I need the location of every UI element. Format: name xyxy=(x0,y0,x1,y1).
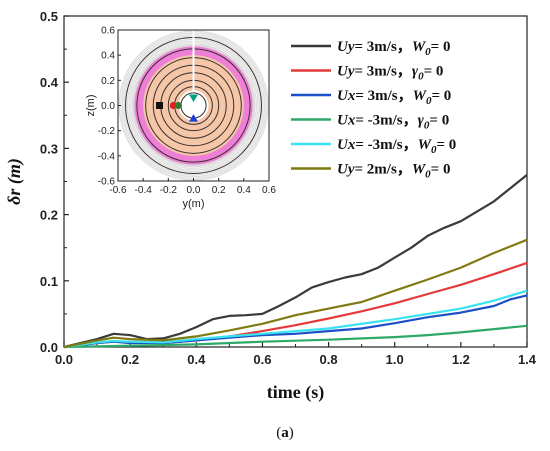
y-axis-title: δr (m) xyxy=(4,158,25,205)
series-line-4 xyxy=(63,324,528,349)
inset-y-tick-label: 0.0 xyxy=(101,101,115,112)
inset-y-tick-label: 0.6 xyxy=(101,26,115,37)
legend-param: W xyxy=(412,39,427,55)
inset-y-tick-label: 0.2 xyxy=(101,76,115,87)
legend-var: Ux xyxy=(337,113,356,129)
y-tick-label: 0.5 xyxy=(40,9,58,24)
legend-sub: 0 xyxy=(431,144,437,156)
inset-tick-marks xyxy=(117,29,270,182)
main-series-group xyxy=(63,174,528,349)
y-tick-label: 0.3 xyxy=(40,141,58,156)
x-tick-label: 0.2 xyxy=(121,352,139,367)
legend-tail: = 0 xyxy=(436,137,456,153)
inset-rings xyxy=(118,30,269,181)
inset-chart: -0.6 -0.4 -0.2 0.0 0.2 0.4 0.6 -0.6 -0.4 -0.2 0.0… xyxy=(85,26,276,211)
ring-core-zone xyxy=(178,90,209,121)
inset-x-tick-label: 0.0 xyxy=(187,185,201,196)
inset-y-tick-label: 0.4 xyxy=(101,51,115,62)
legend-tail: = 0 xyxy=(432,88,452,104)
legend-sub: 0 xyxy=(425,169,431,181)
legend-entry-2: Uy= 3m/s，γ0= 0 xyxy=(337,64,443,83)
legend-entry-3: Ux= 3m/s，W0= 0 xyxy=(337,88,451,107)
inset-point-2 xyxy=(169,101,177,110)
legend-sub: 0 xyxy=(426,95,432,107)
x-tick-label: 0.4 xyxy=(187,352,206,367)
y-tick-label: 0.4 xyxy=(40,75,59,90)
legend-entry-1: Uy= 3m/s，W0= 0 xyxy=(337,39,450,58)
caption-open: ( xyxy=(276,425,281,441)
inset-x-tick-label: 0.4 xyxy=(237,185,251,196)
main-x-tick-labels: 0.0 0.2 0.4 0.6 0.8 1.0 1.2 1.4 xyxy=(55,352,537,367)
caption-letter: a xyxy=(281,425,289,441)
y-tick-label: 0.2 xyxy=(40,208,58,223)
legend-value: = -3m/s， xyxy=(355,113,417,129)
legend-var: Ux xyxy=(337,88,356,104)
inset-point-4 xyxy=(189,94,198,102)
y-tick-label: 0.0 xyxy=(40,340,58,355)
legend-var: Uy xyxy=(337,64,355,80)
legend-tail: = 0 xyxy=(431,162,451,178)
inset-y-axis-title: z(m) xyxy=(85,95,97,117)
legend-param: W xyxy=(413,88,428,104)
legend-value: = 3m/s， xyxy=(355,39,412,55)
legend-value: = 3m/s， xyxy=(355,88,412,104)
x-tick-label: 1.4 xyxy=(518,352,537,367)
inset-x-axis-title: y(m) xyxy=(183,198,205,210)
y-tick-label: 0.1 xyxy=(40,274,58,289)
legend-tail: = 0 xyxy=(429,113,449,129)
inset-point-5 xyxy=(189,114,198,122)
x-tick-label: 0.6 xyxy=(253,352,271,367)
legend-var: Uy xyxy=(337,39,355,55)
inset-x-tick-label: -0.6 xyxy=(109,185,127,196)
legend-sub: 0 xyxy=(424,120,430,132)
inset-x-tick-label: 0.2 xyxy=(212,185,226,196)
legend-var: Ux xyxy=(337,137,356,153)
legend-param: γ xyxy=(418,113,425,129)
legend-tail: = 0 xyxy=(431,39,451,55)
legend-param: W xyxy=(418,137,433,153)
legend-value: = 3m/s， xyxy=(355,64,412,80)
inset-x-tick-label: -0.4 xyxy=(135,185,153,196)
legend-param: γ xyxy=(412,64,419,80)
legend-value: = 2m/s， xyxy=(355,162,412,178)
inset-y-tick-labels: -0.6 -0.4 -0.2 0.0 0.2 0.4 0.6 xyxy=(98,26,116,188)
x-tick-label: 0.0 xyxy=(55,352,73,367)
caption-close: ) xyxy=(289,425,294,441)
series-line-5 xyxy=(63,289,528,349)
legend-value: = -3m/s， xyxy=(355,137,417,153)
x-tick-label: 1.0 xyxy=(386,352,404,367)
series-line-6 xyxy=(63,238,528,349)
legend-entry-4: Ux= -3m/s，γ0= 0 xyxy=(337,113,449,132)
inset-point-3 xyxy=(174,101,182,110)
legend-entry-5: Ux= -3m/s，W0= 0 xyxy=(337,137,456,156)
inset-point-1 xyxy=(156,102,164,109)
inset-y-tick-label: -0.6 xyxy=(98,177,116,188)
legend: Uy= 3m/s，W0= 0Uy= 3m/s，γ0= 0Ux= 3m/s，W0=… xyxy=(291,39,456,181)
main-chart: 0.0 0.2 0.4 0.6 0.8 1.0 1.2 1.4 0.0 0.1 0.2 0.3 0.4… xyxy=(4,9,537,403)
inset-x-tick-label: -0.2 xyxy=(160,185,178,196)
inset-x-tick-labels: -0.6 -0.4 -0.2 0.0 0.2 0.4 0.6 xyxy=(109,185,276,196)
legend-var: Uy xyxy=(337,162,355,178)
series-line-1 xyxy=(63,174,528,349)
legend-entry-6: Uy= 2m/s，W0= 0 xyxy=(337,162,450,181)
legend-param: W xyxy=(412,162,427,178)
inset-y-tick-label: -0.2 xyxy=(98,126,116,137)
x-tick-label: 1.2 xyxy=(452,352,470,367)
legend-tail: = 0 xyxy=(424,64,444,80)
inset-points xyxy=(156,94,198,122)
inset-y-tick-label: -0.4 xyxy=(98,151,116,162)
inset-x-tick-label: 0.6 xyxy=(262,185,276,196)
main-y-tick-labels: 0.0 0.1 0.2 0.3 0.4 0.5 xyxy=(40,9,59,355)
legend-sub: 0 xyxy=(425,46,431,58)
x-axis-title: time (s) xyxy=(267,382,324,403)
figure-caption: (a) xyxy=(276,425,294,441)
x-tick-label: 0.8 xyxy=(320,352,338,367)
legend-sub: 0 xyxy=(418,71,424,83)
